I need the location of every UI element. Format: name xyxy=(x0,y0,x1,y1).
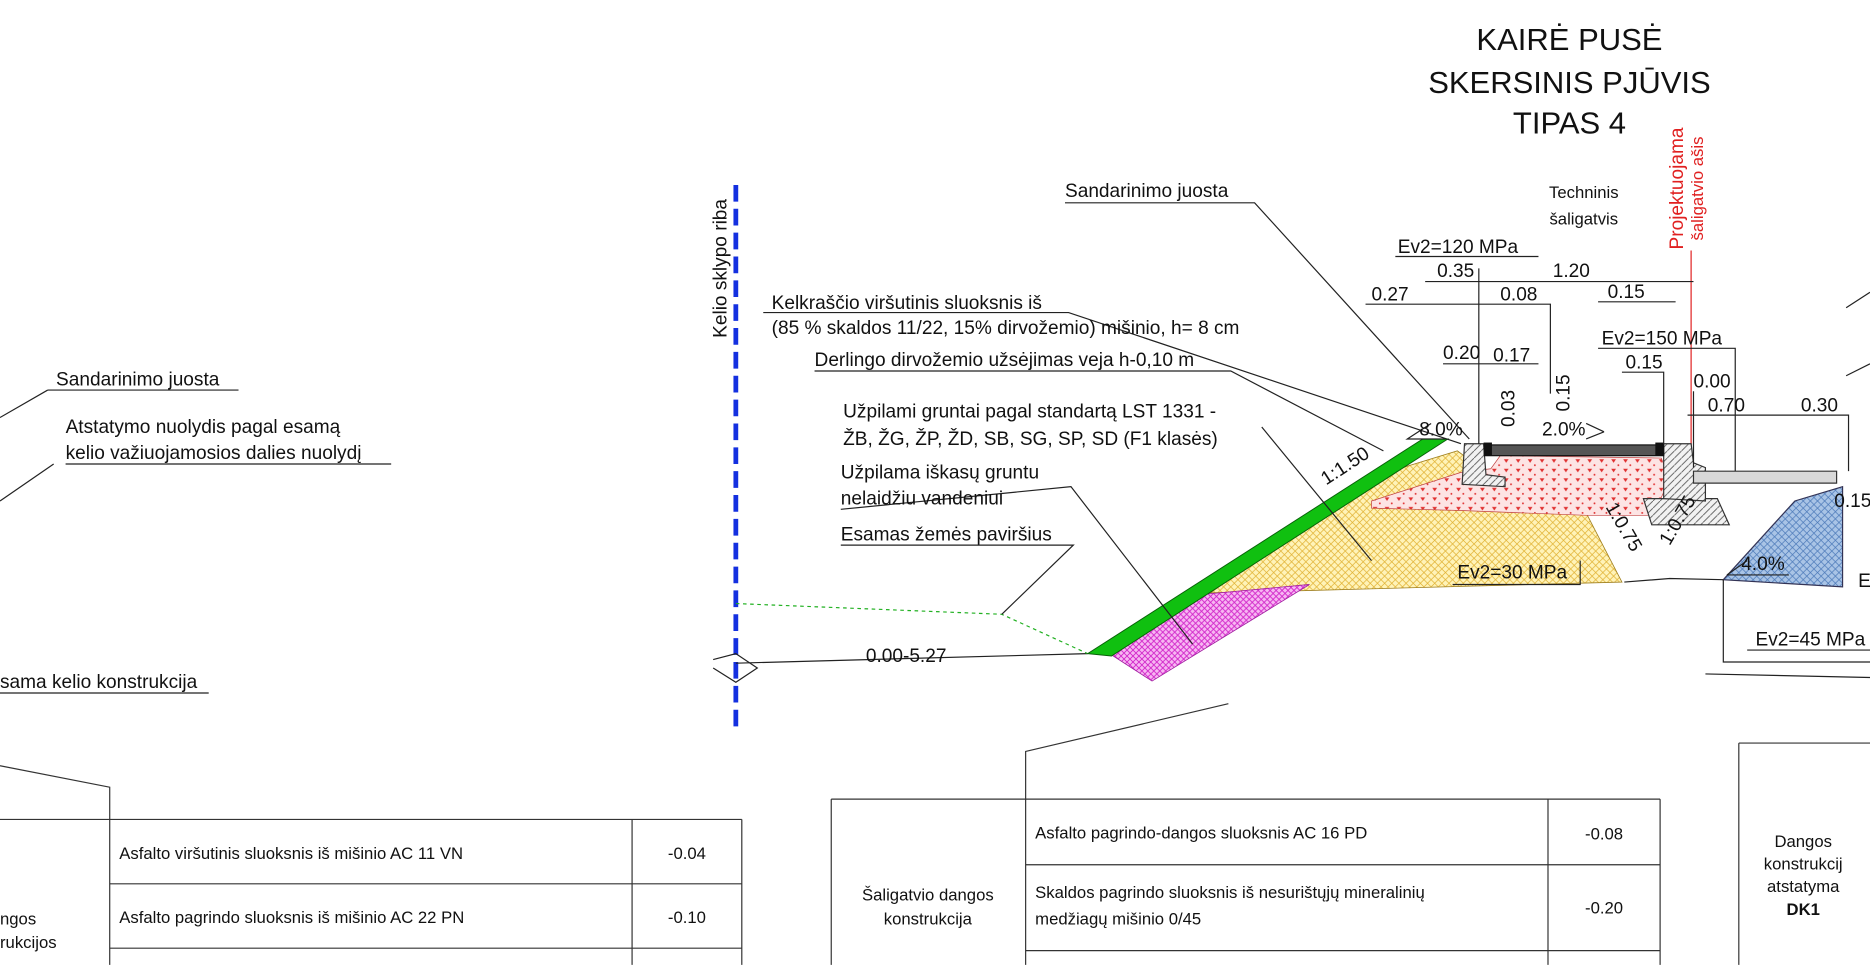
table-cell: medžiagų mišinio 0/45 xyxy=(1035,909,1201,928)
dimension: Ev2=45 MPa xyxy=(1756,629,1866,650)
leader xyxy=(1845,363,1870,377)
dimension: 1.20 xyxy=(1553,261,1590,282)
callout: nelaidžiu vandeniui xyxy=(841,489,1003,510)
dimension: 4.0% xyxy=(1741,554,1785,575)
table-left: ngos rukcijos Asfalto viršutinis sluoksn… xyxy=(0,818,743,965)
callout: Esamas žemės paviršius xyxy=(841,524,1052,545)
axis-label: Projektuojama xyxy=(1667,127,1688,249)
dim-line xyxy=(1452,560,1581,586)
dimension: Ev2=30 MPa xyxy=(1457,563,1567,584)
dimension: 8.0% xyxy=(1419,419,1463,440)
callout: Užpilami gruntai pagal standartą LST 133… xyxy=(843,402,1216,423)
dim-line xyxy=(1687,414,1850,472)
title-line: SKERSINIS PJŪVIS xyxy=(1428,65,1711,100)
callout: Techninis xyxy=(1549,183,1619,202)
table-cell: Šaligatvio dangos xyxy=(862,886,994,905)
dimension: E xyxy=(1858,571,1870,592)
break-symbol xyxy=(712,652,759,683)
callout: Atstatymo nuolydis pagal esamą xyxy=(66,417,341,438)
leader xyxy=(0,463,55,502)
table-cell: ngos xyxy=(0,909,36,928)
dimension: 0.35 xyxy=(1437,261,1474,282)
road-base xyxy=(1722,485,1844,588)
callout: Sandarinimo juosta xyxy=(1065,181,1229,202)
dimension: 0.03 xyxy=(1499,390,1520,427)
leader xyxy=(0,389,49,419)
callout: (85 % skaldos 11/22, 15% dirvožemio) miš… xyxy=(772,318,1240,339)
callout: Kelkraščio viršutinis sluoksnis iš xyxy=(772,293,1042,314)
table-cell: rukcijos xyxy=(0,933,57,952)
callout: kelio važiuojamosios dalies nuolydį xyxy=(66,443,362,464)
table-cell: -0.04 xyxy=(668,844,706,863)
dimension: 0.15 xyxy=(1553,374,1574,411)
dimension: 0.15 xyxy=(1608,282,1645,303)
dimension: 0.15 xyxy=(1834,491,1870,512)
road-layer xyxy=(1692,470,1838,484)
dimension: 0.00 xyxy=(1693,372,1730,393)
table-middle: Šaligatvio dangos konstrukcija Asfalto p… xyxy=(830,798,1661,965)
leader xyxy=(840,486,1194,645)
dimension: 2.0% xyxy=(1542,419,1586,440)
callout: šaligatvis xyxy=(1549,209,1618,228)
curb xyxy=(1663,443,1707,502)
table-cell: atstatyma xyxy=(1767,877,1840,896)
callout: ŽB, ŽG, ŽP, ŽD, SB, SG, SP, SD (F1 klasė… xyxy=(843,428,1218,450)
table-cell: Asfalto viršutinis sluoksnis iš mišinio … xyxy=(119,844,463,863)
table-cell: -0.08 xyxy=(1585,825,1623,844)
table-cell: Skaldos pagrindo sluoksnis iš nesurištųj… xyxy=(1035,883,1425,902)
table-cell: konstrukcija xyxy=(884,909,973,928)
title-line: KAIRĖ PUSĖ xyxy=(1476,22,1662,57)
table-cell: Asfalto pagrindo-dangos sluoksnis AC 16 … xyxy=(1035,823,1367,842)
dimension: 0.15 xyxy=(1626,353,1663,374)
table-cell: -0.20 xyxy=(1585,899,1623,918)
table-right: Dangos konstrukcij atstatyma DK1 xyxy=(1738,742,1870,965)
leader xyxy=(840,544,1075,615)
table-cell: Dangos xyxy=(1774,832,1832,851)
axis-label: šaligatvio ašis xyxy=(1688,137,1707,241)
table-cell: Asfalto pagrindo sluoksnis iš mišinio AC… xyxy=(119,908,464,927)
seal xyxy=(1483,442,1492,456)
dimension: 0.27 xyxy=(1371,285,1408,306)
title-line: TIPAS 4 xyxy=(1513,106,1626,141)
dimension: 0.70 xyxy=(1708,396,1745,417)
dim-line xyxy=(1621,371,1665,444)
leader xyxy=(763,311,1462,445)
outline xyxy=(1624,577,1724,583)
dimension: 0.08 xyxy=(1500,285,1537,306)
slope-mark xyxy=(1405,422,1446,440)
table-cell: konstrukcij xyxy=(1764,854,1843,873)
table-cell: -0.10 xyxy=(668,908,706,927)
callout: sama kelio konstrukcija xyxy=(0,672,198,693)
dimension: 0.17 xyxy=(1493,345,1530,366)
leader xyxy=(1064,202,1470,440)
dim-line xyxy=(1598,347,1736,472)
dimension: 0.00-5.27 xyxy=(866,646,947,667)
callout: Sandarinimo juosta xyxy=(56,369,220,390)
slope-mark xyxy=(1726,560,1789,576)
callout: Derlingo dirvožemio užsėjimas veja h-0,1… xyxy=(815,350,1195,371)
leader xyxy=(814,370,1384,452)
leader xyxy=(1722,579,1870,663)
slope-mark xyxy=(1585,422,1605,440)
table-leader xyxy=(0,765,111,820)
dim-line xyxy=(1365,303,1551,394)
dimension-line xyxy=(735,653,1088,664)
seal xyxy=(1655,442,1664,456)
dimension: Ev2=150 MPa xyxy=(1602,329,1723,350)
table-leader xyxy=(1025,703,1229,800)
dimension: 0.20 xyxy=(1443,343,1480,364)
dimensions: Ev2=120 MPa 0.35 1.20 0.27 0.08 0.15 Ev2… xyxy=(866,237,1870,667)
callout: Užpilama iškasų gruntu xyxy=(841,462,1039,483)
boundary-label: Kelio sklypo riba xyxy=(710,199,731,338)
dimension: Ev2=120 MPa xyxy=(1398,237,1519,258)
table-cell: DK1 xyxy=(1787,900,1820,919)
leader xyxy=(1705,673,1870,679)
dimension: 0.30 xyxy=(1801,396,1838,417)
sidewalk-surface xyxy=(1484,444,1665,457)
leader xyxy=(1261,426,1372,561)
leader xyxy=(1845,291,1870,309)
